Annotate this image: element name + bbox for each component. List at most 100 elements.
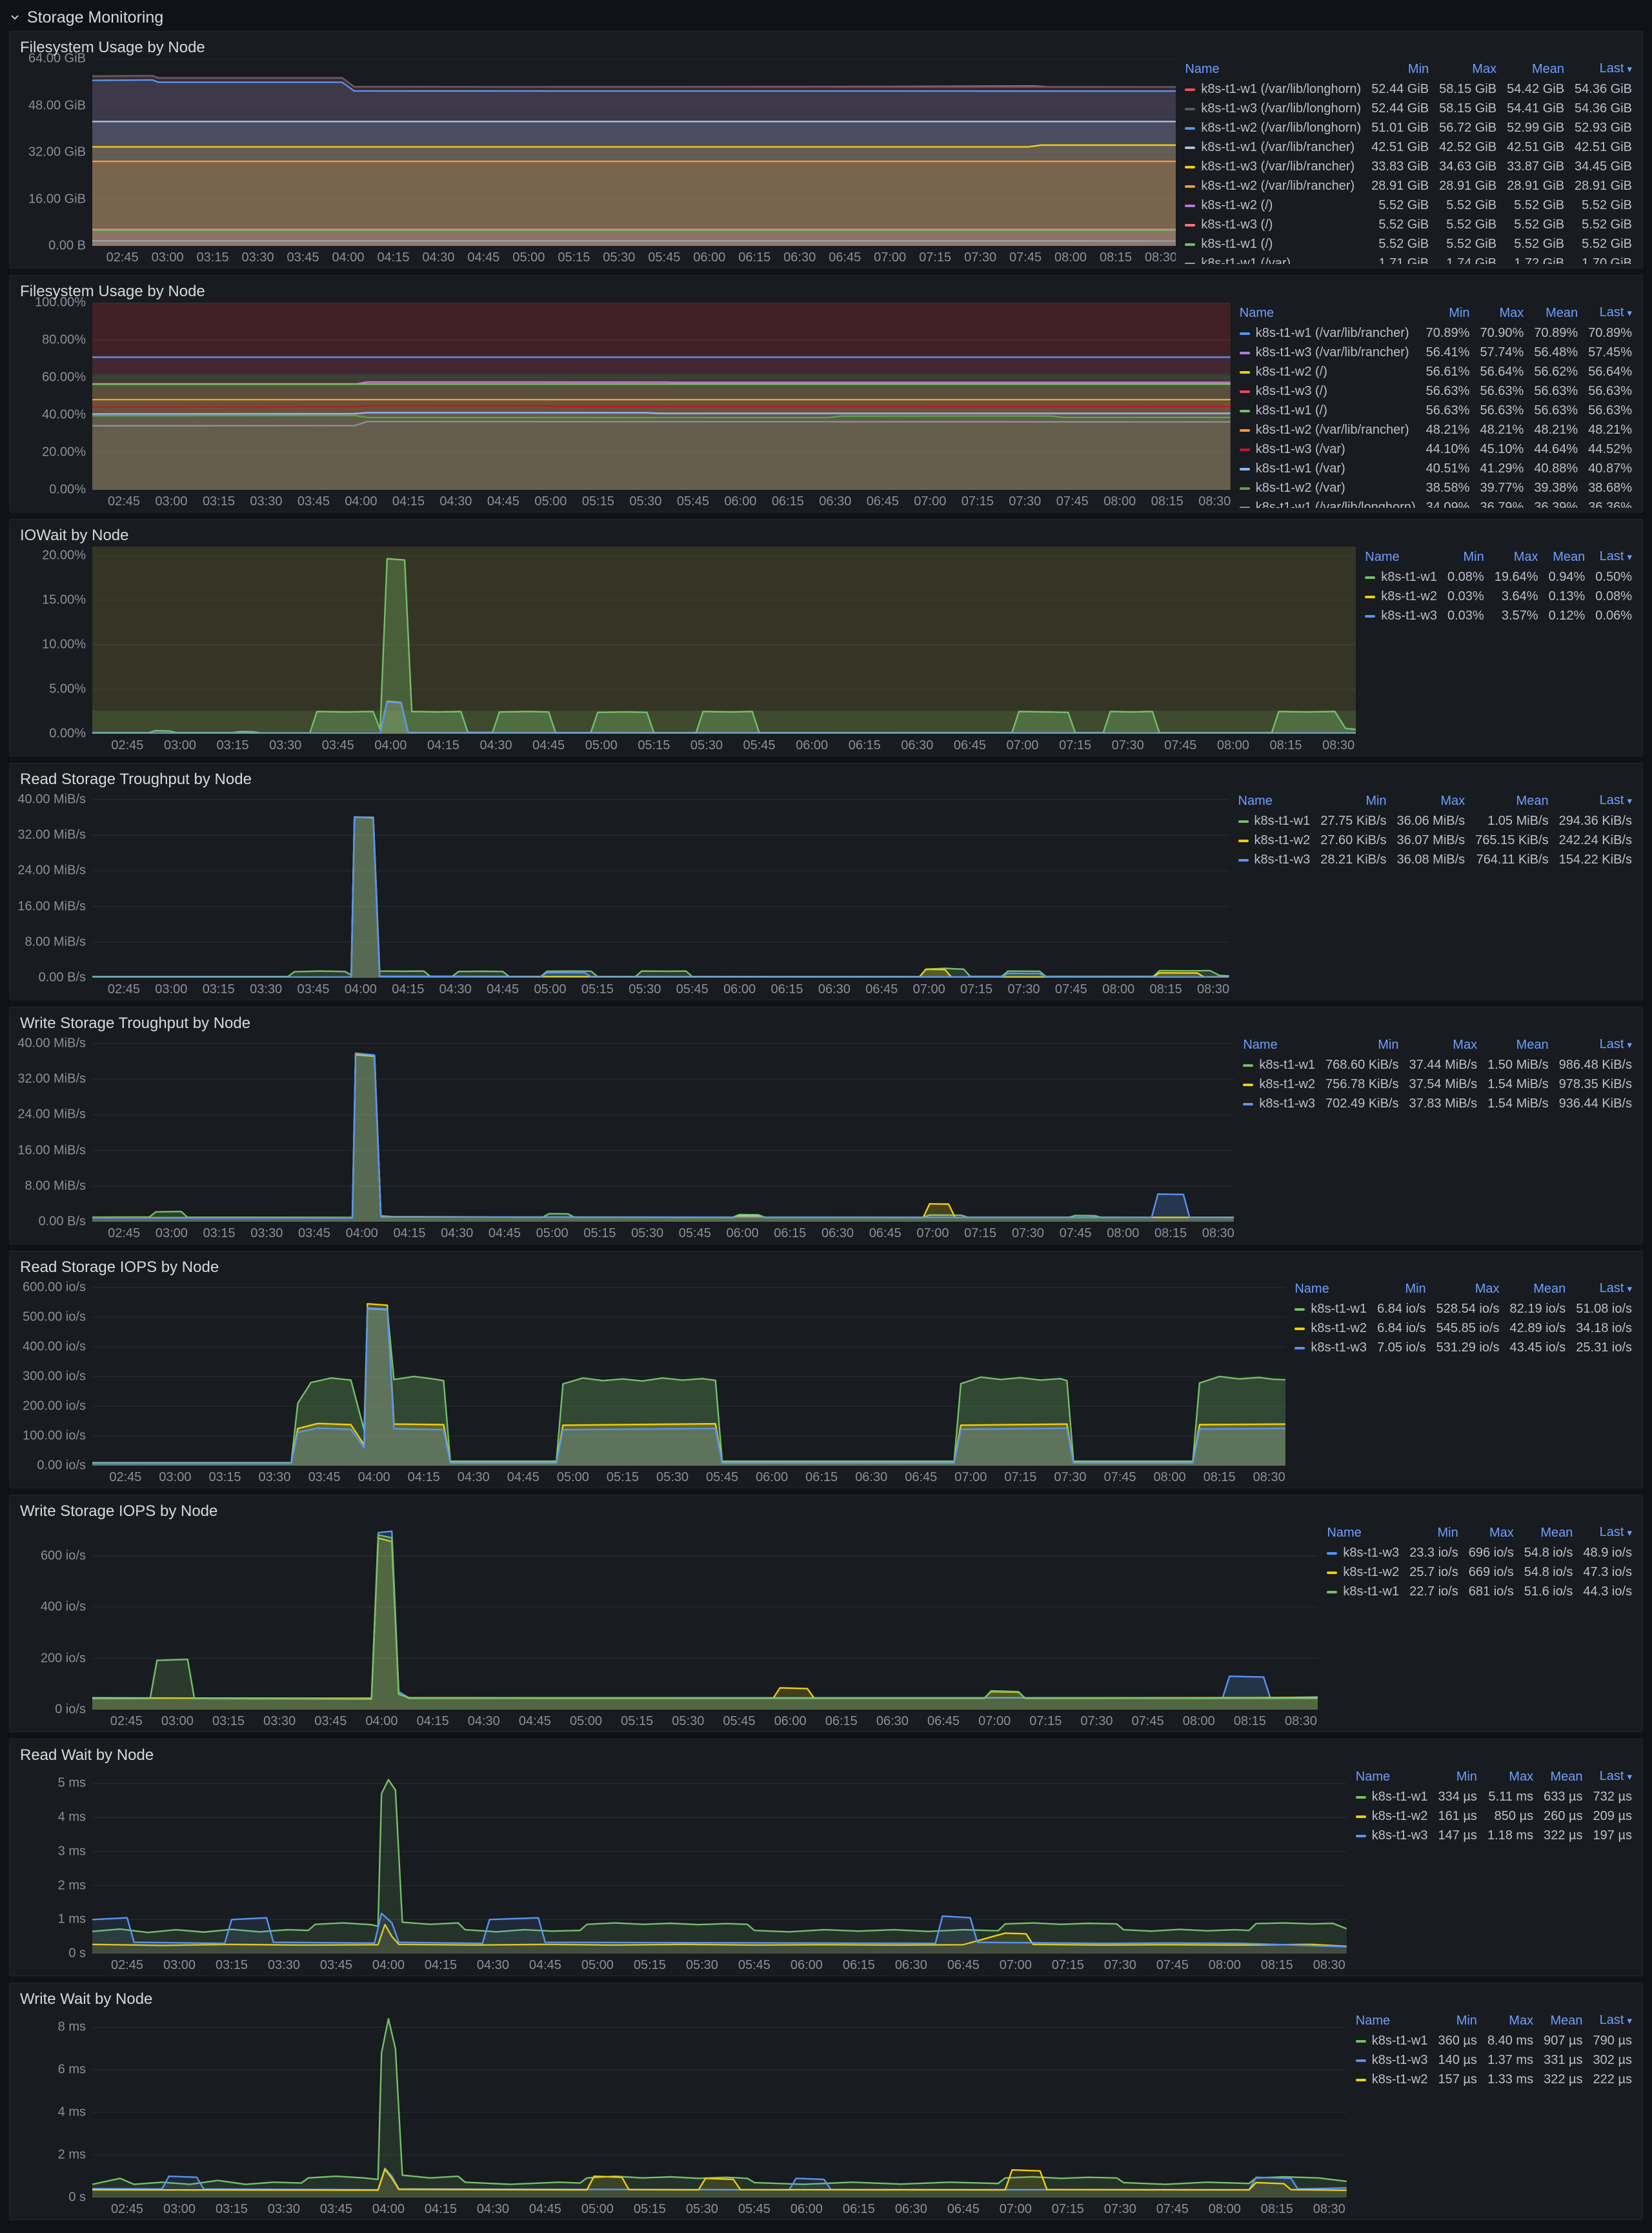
chart-plot-area[interactable]: 02:45 03:00 03:15 03:30 03:45 04:00 04:15 04:30… — [92, 1766, 1347, 1972]
legend-series-name[interactable]: k8s-t1-w1 — [1294, 1299, 1367, 1319]
legend-header-name[interactable]: Name — [1294, 1282, 1329, 1296]
legend-header-max[interactable]: Max — [1489, 1526, 1514, 1540]
legend-series-name[interactable]: k8s-t1-w1 (/var/lib/rancher) — [1185, 137, 1361, 157]
panel-title[interactable]: Write Storage IOPS by Node — [20, 1502, 218, 1520]
panel-title[interactable]: Read Storage Troughput by Node — [20, 771, 252, 788]
legend-header-name[interactable]: Name — [1238, 794, 1273, 808]
legend-series-name[interactable]: k8s-t1-w3 (/) — [1185, 215, 1361, 234]
legend-series-name[interactable]: k8s-t1-w1 — [1355, 2031, 1427, 2050]
chart-plot-area[interactable]: 02:45 03:00 03:15 03:30 03:45 04:00 04:15 04:30… — [92, 547, 1356, 752]
legend-header-last[interactable]: Last ▾ — [1599, 793, 1632, 807]
legend-header-name[interactable]: Name — [1355, 2014, 1391, 2028]
legend-header-name[interactable]: Name — [1243, 1038, 1278, 1052]
legend-header-last[interactable]: Last ▾ — [1599, 1525, 1632, 1539]
legend-series-name[interactable]: k8s-t1-w1 (/var) — [1185, 254, 1361, 264]
panel-title[interactable]: Write Storage Troughput by Node — [20, 1015, 251, 1032]
legend-header-name[interactable]: Name — [1365, 550, 1400, 564]
panel-title[interactable]: Filesystem Usage by Node — [20, 39, 205, 56]
legend-series-name[interactable]: k8s-t1-w1 — [1243, 1055, 1315, 1075]
legend-series-name[interactable]: k8s-t1-w1 (/var/lib/rancher) — [1239, 323, 1416, 343]
legend-header-max[interactable]: Max — [1440, 794, 1466, 808]
legend-series-name[interactable]: k8s-t1-w1 (/) — [1185, 234, 1361, 254]
legend-header-name[interactable]: Name — [1327, 1526, 1362, 1540]
chart-plot-area[interactable]: 02:45 03:00 03:15 03:30 03:45 04:00 04:15 04:30… — [92, 1035, 1234, 1240]
legend-series-name[interactable]: k8s-t1-w3 — [1238, 850, 1310, 869]
legend-series-name[interactable]: k8s-t1-w1 (/) — [1239, 401, 1416, 420]
row-header-storage-monitoring[interactable]: Storage Monitoring — [9, 4, 1643, 31]
legend-series-name[interactable]: k8s-t1-w3 — [1355, 2050, 1427, 2070]
legend-series-name[interactable]: k8s-t1-w3 (/var/lib/rancher) — [1185, 157, 1361, 176]
legend-series-name[interactable]: k8s-t1-w2 — [1355, 1806, 1427, 1826]
legend-series-name[interactable]: k8s-t1-w3 (/var/lib/rancher) — [1239, 343, 1416, 362]
legend-header-mean[interactable]: Mean — [1550, 1770, 1583, 1784]
legend-header-min[interactable]: Min — [1437, 1526, 1458, 1540]
legend-header-mean[interactable]: Mean — [1553, 550, 1586, 564]
legend-series-name[interactable]: k8s-t1-w2 (/) — [1185, 196, 1361, 215]
legend-header-mean[interactable]: Mean — [1546, 306, 1578, 320]
legend-series-name[interactable]: k8s-t1-w3 — [1243, 1094, 1315, 1113]
legend-series-name[interactable]: k8s-t1-w3 — [1294, 1338, 1367, 1357]
chart-plot-area[interactable]: 02:45 03:00 03:15 03:30 03:45 04:00 04:15 04:30… — [92, 303, 1231, 508]
legend-header-last[interactable]: Last ▾ — [1599, 61, 1632, 76]
legend-header-min[interactable]: Min — [1378, 1038, 1399, 1052]
legend-series-name[interactable]: k8s-t1-w1 (/var/lib/longhorn) — [1239, 498, 1416, 508]
legend-header-last[interactable]: Last ▾ — [1599, 2013, 1632, 2027]
legend-header-last[interactable]: Last ▾ — [1599, 1037, 1632, 1051]
legend-series-name[interactable]: k8s-t1-w3 (/var/lib/longhorn) — [1185, 99, 1361, 118]
legend-header-min[interactable]: Min — [1405, 1282, 1426, 1296]
panel-title[interactable]: IOWait by Node — [20, 527, 129, 544]
legend-header-mean[interactable]: Mean — [1550, 2014, 1583, 2028]
legend-header-min[interactable]: Min — [1365, 794, 1387, 808]
legend-header-max[interactable]: Max — [1509, 2014, 1534, 2028]
chart-plot-area[interactable]: 02:45 03:00 03:15 03:30 03:45 04:00 04:15 04:30… — [92, 1278, 1286, 1484]
legend-header-mean[interactable]: Mean — [1533, 1282, 1566, 1296]
legend-header-max[interactable]: Max — [1513, 550, 1538, 564]
legend-header-min[interactable]: Min — [1449, 306, 1470, 320]
legend-header-last[interactable]: Last ▾ — [1599, 1769, 1632, 1783]
legend-header-last[interactable]: Last ▾ — [1599, 1281, 1632, 1295]
chart-plot-area[interactable]: 02:45 03:00 03:15 03:30 03:45 04:00 04:15 04:30… — [92, 59, 1176, 264]
legend-series-name[interactable]: k8s-t1-w2 — [1365, 587, 1437, 606]
legend-header-name[interactable]: Name — [1355, 1770, 1391, 1784]
chart-plot-area[interactable]: 02:45 03:00 03:15 03:30 03:45 04:00 04:15 04:30… — [92, 2010, 1347, 2216]
legend-series-name[interactable]: k8s-t1-w2 — [1294, 1319, 1367, 1338]
legend-series-name[interactable]: k8s-t1-w1 (/var) — [1239, 459, 1416, 478]
legend-header-min[interactable]: Min — [1456, 2014, 1477, 2028]
legend-series-name[interactable]: k8s-t1-w2 (/var) — [1239, 478, 1416, 498]
legend-header-mean[interactable]: Mean — [1532, 62, 1565, 76]
chart-plot-area[interactable]: 02:45 03:00 03:15 03:30 03:45 04:00 04:15 04:30… — [92, 791, 1229, 996]
legend-header-min[interactable]: Min — [1456, 1770, 1477, 1784]
legend-series-name[interactable]: k8s-t1-w2 (/var/lib/longhorn) — [1185, 118, 1361, 137]
legend-series-name[interactable]: k8s-t1-w2 — [1238, 831, 1310, 850]
legend-header-last[interactable]: Last ▾ — [1599, 549, 1632, 563]
legend-header-last[interactable]: Last ▾ — [1599, 305, 1632, 319]
legend-header-max[interactable]: Max — [1453, 1038, 1478, 1052]
legend-series-name[interactable]: k8s-t1-w2 — [1327, 1562, 1399, 1582]
legend-series-name[interactable]: k8s-t1-w2 — [1355, 2070, 1427, 2089]
legend-header-name[interactable]: Name — [1239, 306, 1274, 320]
legend-series-name[interactable]: k8s-t1-w3 — [1355, 1826, 1427, 1845]
legend-series-name[interactable]: k8s-t1-w3 — [1365, 606, 1437, 625]
legend-series-name[interactable]: k8s-t1-w2 — [1243, 1075, 1315, 1094]
legend-series-name[interactable]: k8s-t1-w1 — [1355, 1787, 1427, 1806]
legend-header-mean[interactable]: Mean — [1516, 1038, 1549, 1052]
legend-header-name[interactable]: Name — [1185, 62, 1220, 76]
chart-plot-area[interactable]: 02:45 03:00 03:15 03:30 03:45 04:00 04:15 04:30… — [92, 1522, 1318, 1728]
legend-series-name[interactable]: k8s-t1-w2 (/var/lib/rancher) — [1185, 176, 1361, 196]
panel-title[interactable]: Write Wait by Node — [20, 1990, 153, 2008]
legend-header-min[interactable]: Min — [1407, 62, 1429, 76]
panel-title[interactable]: Read Wait by Node — [20, 1746, 154, 1764]
legend-series-name[interactable]: k8s-t1-w3 — [1327, 1543, 1399, 1562]
legend-series-name[interactable]: k8s-t1-w2 (/) — [1239, 362, 1416, 381]
legend-series-name[interactable]: k8s-t1-w2 (/var/lib/rancher) — [1239, 420, 1416, 440]
legend-header-max[interactable]: Max — [1499, 306, 1524, 320]
legend-series-name[interactable]: k8s-t1-w1 — [1238, 811, 1310, 831]
legend-header-max[interactable]: Max — [1475, 1282, 1500, 1296]
legend-header-max[interactable]: Max — [1472, 62, 1497, 76]
legend-series-name[interactable]: k8s-t1-w1 — [1327, 1582, 1399, 1601]
panel-title[interactable]: Read Storage IOPS by Node — [20, 1258, 219, 1276]
legend-series-name[interactable]: k8s-t1-w3 (/) — [1239, 381, 1416, 401]
panel-title[interactable]: Filesystem Usage by Node — [20, 283, 205, 300]
legend-series-name[interactable]: k8s-t1-w1 — [1365, 567, 1437, 587]
legend-series-name[interactable]: k8s-t1-w3 (/var) — [1239, 440, 1416, 459]
